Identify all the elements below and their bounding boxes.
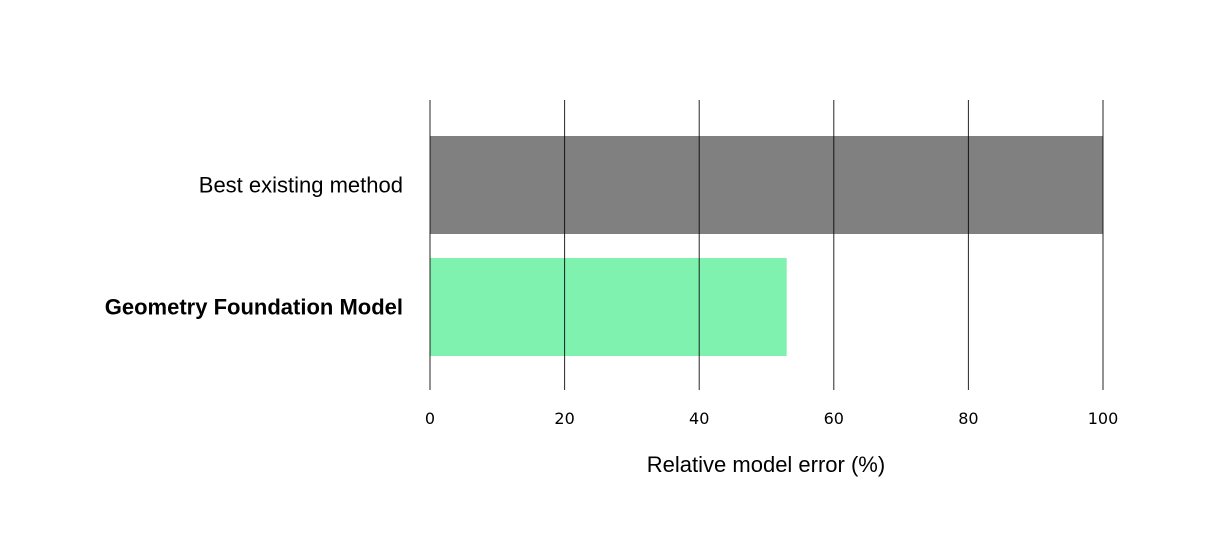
x-axis-title: Relative model error (%)	[647, 452, 885, 477]
category-label-geometry-foundation-model: Geometry Foundation Model	[105, 295, 403, 320]
x-tick-label-0: 0	[425, 409, 435, 428]
gridlines	[429, 100, 1104, 390]
x-tick-label-100: 100	[1088, 409, 1119, 428]
bar-best-existing-method	[430, 136, 1103, 234]
category-label-best-existing-method: Best existing method	[199, 173, 403, 198]
x-tick-label-40: 40	[689, 409, 709, 428]
category-labels: Best existing method Geometry Foundation …	[105, 173, 403, 320]
x-tick-label-60: 60	[824, 409, 844, 428]
bars-layer	[430, 136, 1103, 356]
x-tick-label-80: 80	[958, 409, 978, 428]
x-tick-label-20: 20	[554, 409, 574, 428]
bar-geometry-foundation-model	[430, 258, 787, 356]
x-tick-labels: 0 20 40 60 80 100	[425, 409, 1118, 428]
